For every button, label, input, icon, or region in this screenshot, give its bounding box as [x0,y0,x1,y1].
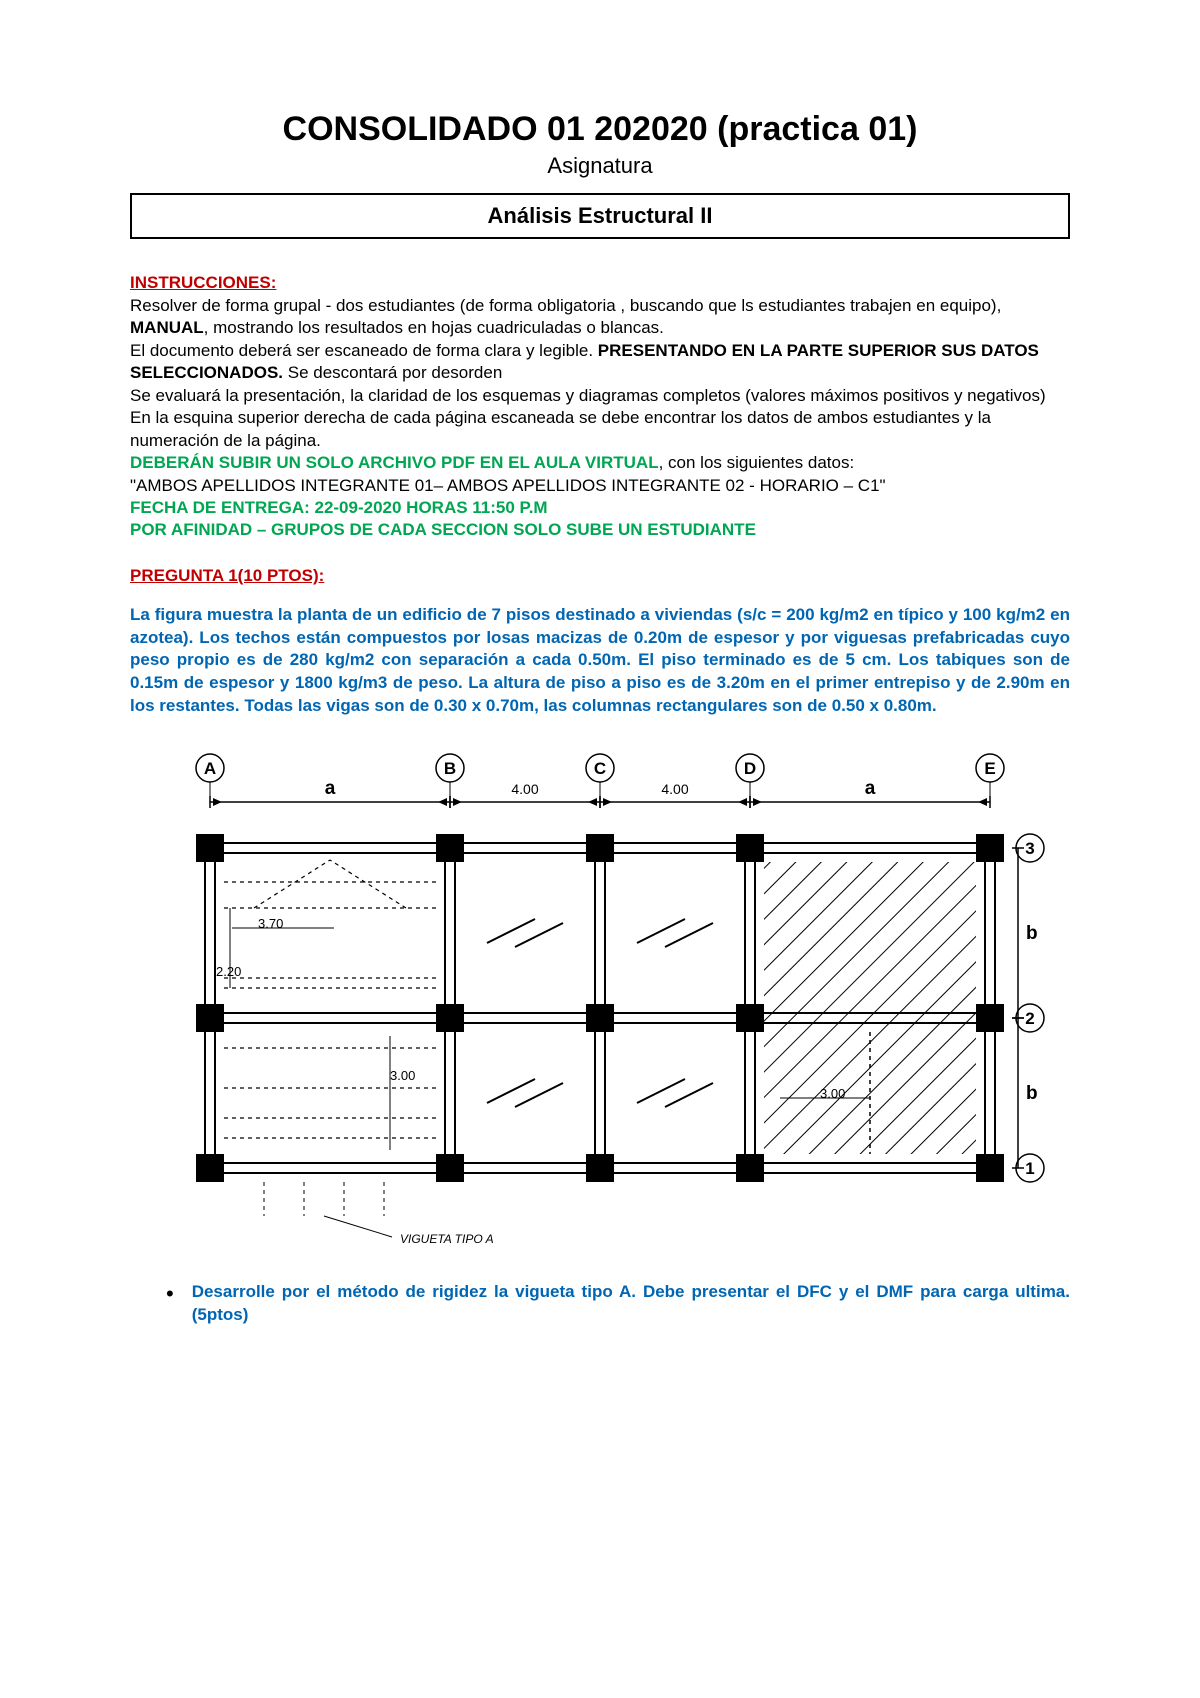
instructions-body: Resolver de forma grupal - dos estudiant… [130,295,1070,542]
svg-text:a: a [865,778,876,799]
svg-text:VIGUETA TIPO A: VIGUETA TIPO A [400,1232,494,1246]
instr-p7: FECHA DE ENTREGA: 22-09-2020 HORAS 11:50… [130,497,1070,519]
course-name-box: Análisis Estructural II [130,193,1070,239]
instr-p5a: DEBERÁN SUBIR UN SOLO ARCHIVO PDF EN EL … [130,453,659,472]
question1-bullet-text: Desarrolle por el método de rigidez la v… [192,1281,1070,1327]
page-title: CONSOLIDADO 01 202020 (practica 01) [130,110,1070,149]
instr-p2a: El documento deberá ser escaneado de for… [130,341,598,360]
svg-text:A: A [204,759,216,778]
svg-text:3.00: 3.00 [820,1086,845,1101]
question1-bullet: • Desarrolle por el método de rigidez la… [130,1281,1070,1327]
bullet-icon: • [166,1283,174,1305]
page-subtitle: Asignatura [130,153,1070,179]
svg-text:E: E [984,759,995,778]
instr-p3: Se evaluará la presentación, la claridad… [130,385,1070,407]
svg-text:D: D [744,759,756,778]
instr-p6: "AMBOS APELLIDOS INTEGRANTE 01– AMBOS AP… [130,475,1070,497]
instr-p1a: Resolver de forma grupal - dos estudiant… [130,296,1001,315]
svg-text:a: a [325,778,336,799]
instr-p8: POR AFINIDAD – GRUPOS DE CADA SECCION SO… [130,519,1070,541]
svg-text:3.00: 3.00 [390,1068,415,1083]
question1-body: La figura muestra la planta de un edific… [130,604,1070,718]
svg-text:4.00: 4.00 [661,781,688,797]
instr-p4: En la esquina superior derecha de cada p… [130,407,1070,452]
svg-text:B: B [444,759,456,778]
instr-p1b: MANUAL [130,318,204,337]
svg-text:4.00: 4.00 [511,781,538,797]
svg-text:b: b [1026,923,1038,944]
instr-p2c: Se descontará por desorden [283,363,502,382]
svg-text:2.20: 2.20 [216,964,241,979]
svg-text:2: 2 [1025,1009,1034,1028]
floor-plan-diagram: A B C D Ea 4.00 4.00 a 3 2 1 b b 3.70 2.20 3.00 3.00 VIGU… [130,738,1050,1263]
svg-text:1: 1 [1025,1159,1034,1178]
instr-p5b: , con los siguientes datos: [659,453,855,472]
instructions-heading: INSTRUCCIONES: [130,273,1070,293]
instr-p1c: , mostrando los resultados en hojas cuad… [204,318,664,337]
svg-text:3: 3 [1025,839,1034,858]
question1-heading: PREGUNTA 1(10 PTOS): [130,566,1070,586]
svg-text:C: C [594,759,606,778]
svg-text:3.70: 3.70 [258,916,283,931]
svg-text:b: b [1026,1083,1038,1104]
